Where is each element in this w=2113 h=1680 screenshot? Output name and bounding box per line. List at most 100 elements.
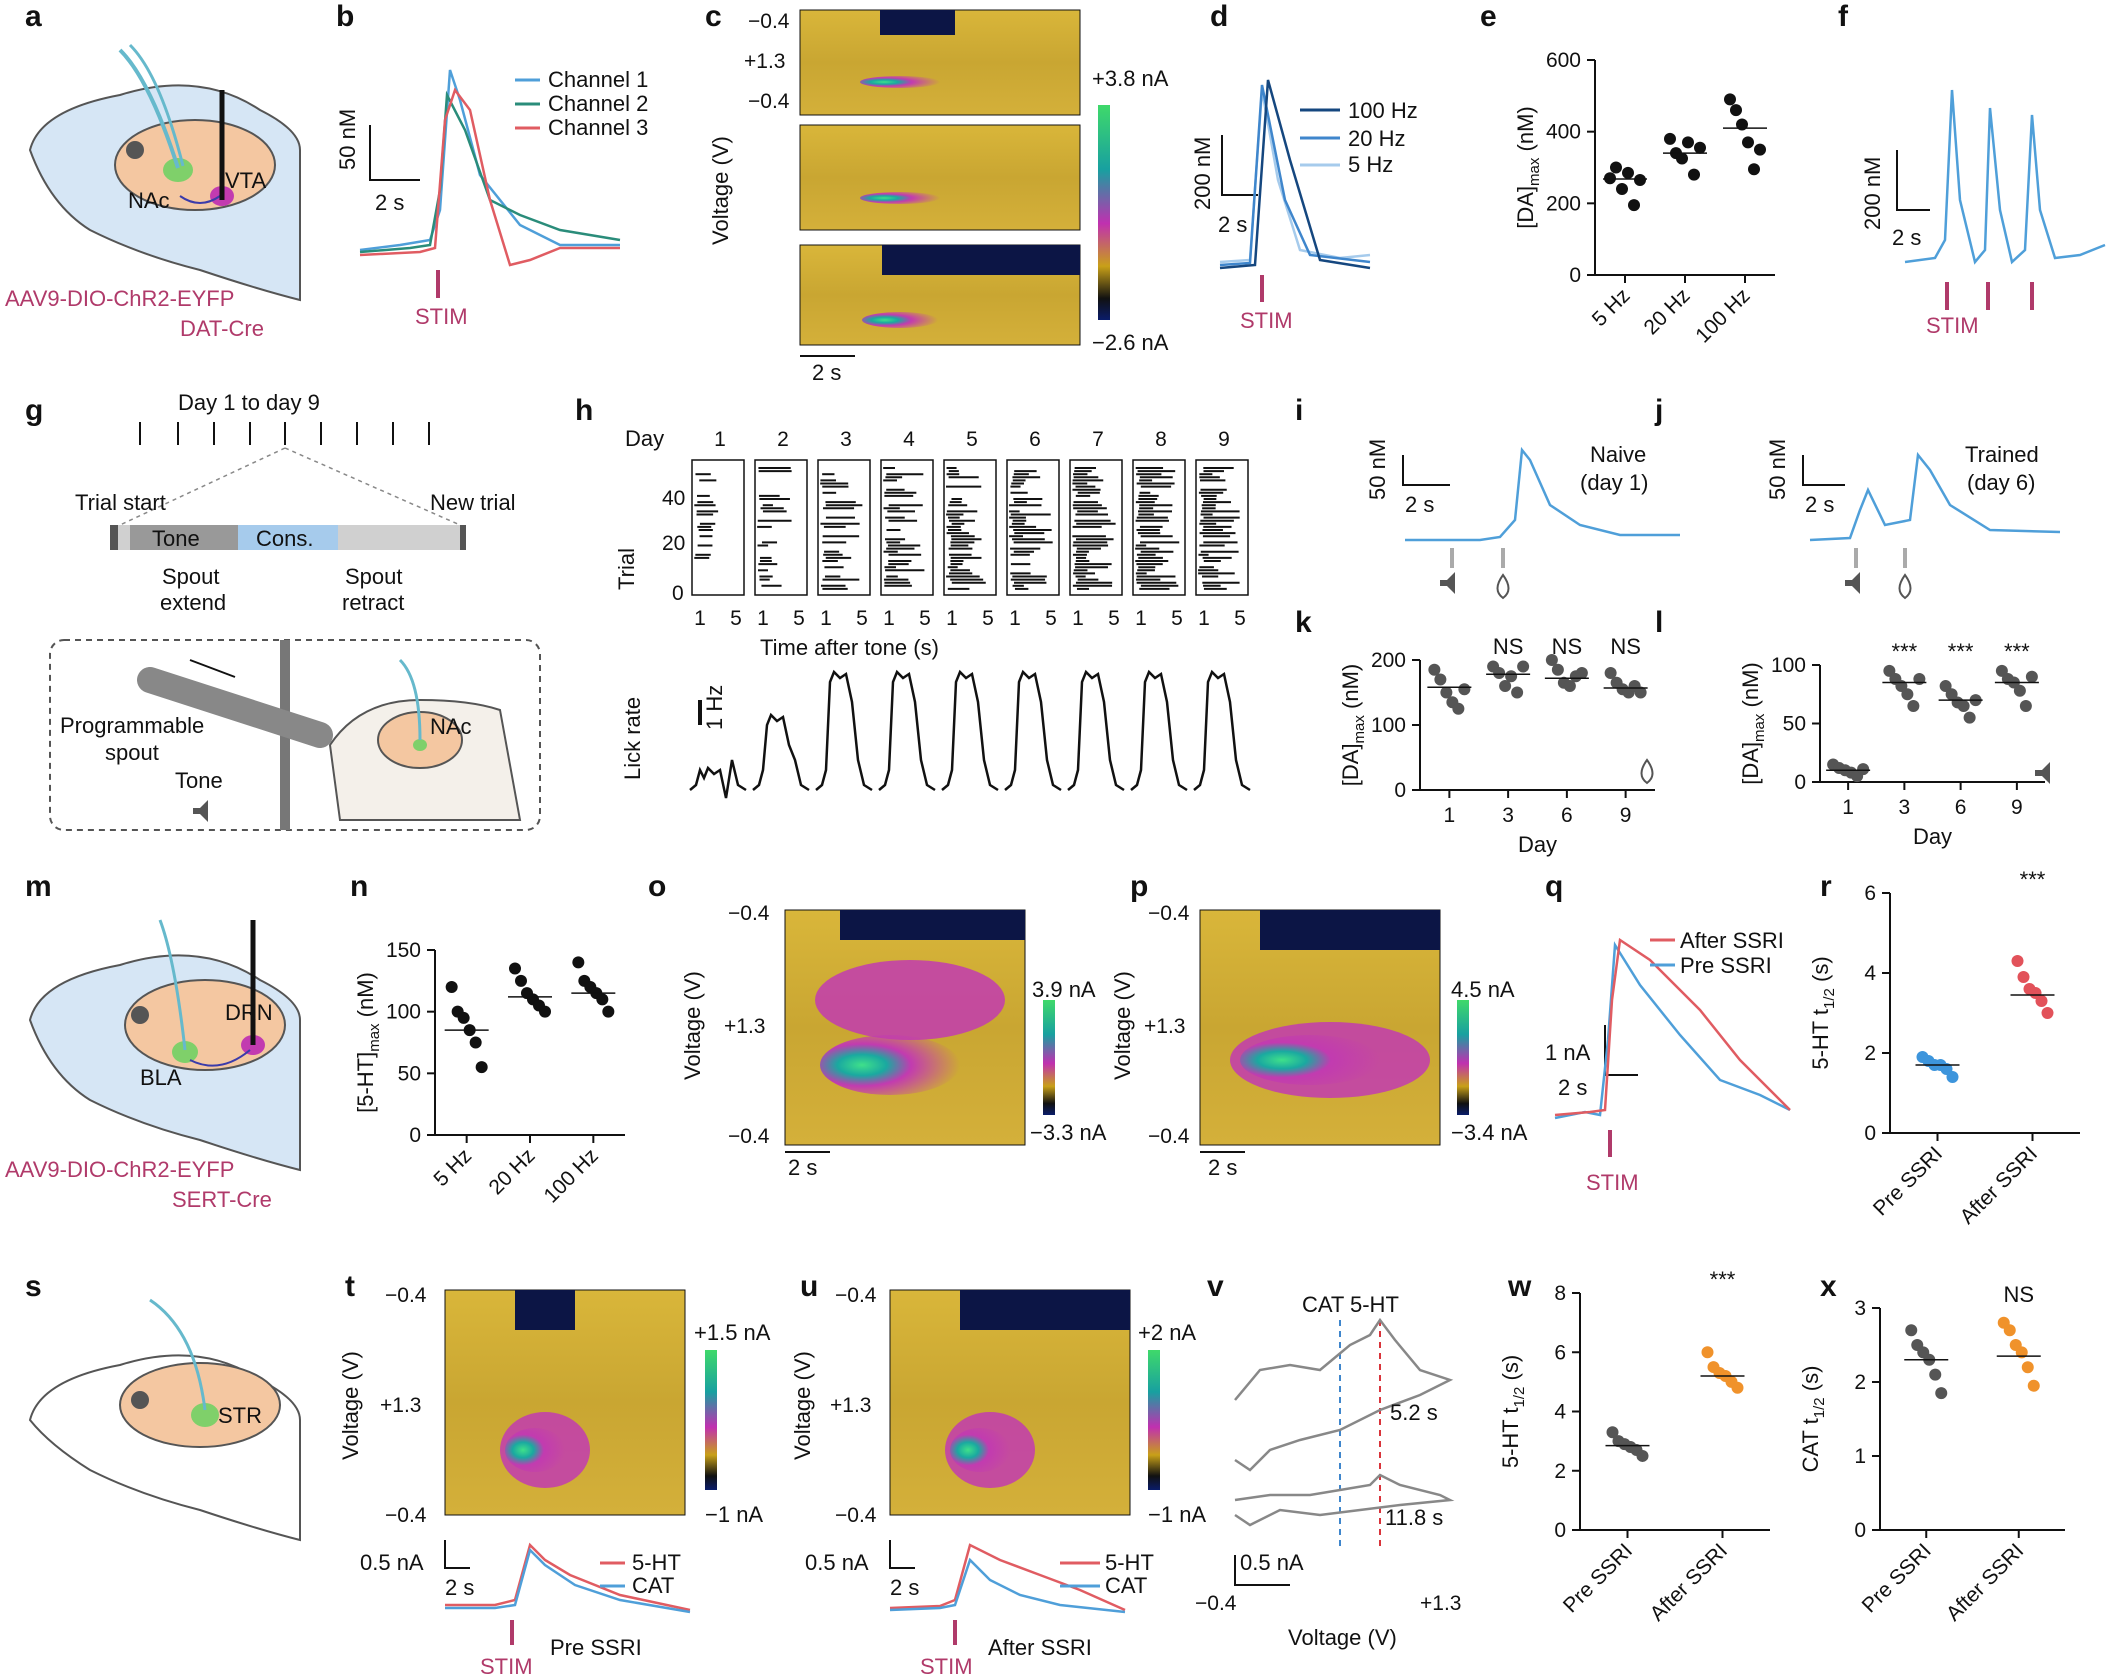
label-g: g bbox=[25, 394, 43, 427]
i-scale-y: 50 nM bbox=[1365, 439, 1390, 500]
k-data-point bbox=[1545, 654, 1558, 666]
r-data-point bbox=[2011, 955, 2024, 967]
x-ytick-label: 1 bbox=[1854, 1445, 1866, 1468]
nac-label: NAc bbox=[128, 188, 170, 213]
g-tone-block bbox=[130, 525, 238, 550]
k-ytick-label: 200 bbox=[1371, 649, 1406, 672]
e-data-point bbox=[1694, 141, 1706, 154]
w-xtick-label: After SSRI bbox=[1646, 1539, 1732, 1625]
u-stim-label: STIM bbox=[920, 1654, 973, 1679]
h-xtick-5: 5 bbox=[919, 607, 931, 630]
legend-channel-1: Channel 1 bbox=[548, 67, 648, 92]
l-xtick-label: 6 bbox=[1955, 796, 1967, 819]
l-data-point bbox=[2025, 670, 2038, 683]
t-legend-cat: CAT bbox=[632, 1573, 674, 1598]
label-a: a bbox=[25, 0, 42, 33]
e-data-point bbox=[1628, 199, 1640, 212]
k-data-point bbox=[1634, 686, 1647, 699]
heatmap-c-2 bbox=[799, 124, 1081, 231]
label-r: r bbox=[1820, 870, 1832, 903]
e-xtick-label: 20 Hz bbox=[1639, 284, 1694, 339]
label-v: v bbox=[1207, 1270, 1224, 1303]
p-ytick-mid: +1.3 bbox=[1144, 1015, 1185, 1038]
h-day-4: 4 bbox=[903, 428, 915, 451]
w-data-point bbox=[1731, 1381, 1744, 1394]
t-ylabel: Voltage (V) bbox=[338, 1351, 363, 1460]
bla-label: BLA bbox=[140, 1065, 182, 1090]
h-ytick-40: 40 bbox=[662, 487, 685, 510]
r-data-point bbox=[2041, 1007, 2054, 1019]
e-ylabel-sub: max bbox=[1526, 157, 1543, 186]
h-day-9: 9 bbox=[1218, 428, 1230, 451]
stim-label: STIM bbox=[415, 304, 468, 329]
e-data-point bbox=[1688, 168, 1700, 181]
k-data-point bbox=[1604, 667, 1617, 679]
p-ylabel: Voltage (V) bbox=[1110, 971, 1135, 1080]
x-ytick-label: 3 bbox=[1854, 1297, 1866, 1320]
h-xtick-1: 1 bbox=[1135, 607, 1147, 630]
k-data-point bbox=[1493, 667, 1506, 679]
r-xtick-label: Pre SSRI bbox=[1869, 1142, 1947, 1220]
panel-f: 200 nM 2 s STIM bbox=[1860, 89, 2106, 338]
k-data-point bbox=[1428, 663, 1441, 676]
g-programmable-1: Programmable bbox=[60, 713, 204, 738]
u-trace-cat bbox=[889, 1557, 1126, 1614]
h-raster-frame-6 bbox=[1006, 459, 1060, 596]
l-xtick-label: 9 bbox=[2011, 796, 2023, 819]
k-xtick-label: 9 bbox=[1620, 804, 1632, 827]
k-ylabel-unit: (nM) bbox=[1338, 664, 1363, 715]
n-data-point bbox=[469, 1036, 482, 1049]
c-ytick-top: −0.4 bbox=[748, 10, 790, 33]
panel-m-diagram: DRN BLA AAV9-DIO-ChR2-EYFP SERT-Cre bbox=[5, 919, 301, 1212]
u-ytick-mid: +1.3 bbox=[830, 1394, 871, 1417]
c-ytick-mid: +1.3 bbox=[744, 50, 785, 73]
h-day-5: 5 bbox=[966, 428, 978, 451]
x-ytick-label: 0 bbox=[1854, 1519, 1866, 1542]
n-ytick-label: 100 bbox=[386, 1001, 421, 1024]
nac-region bbox=[163, 158, 193, 182]
x-data-point bbox=[1929, 1368, 1942, 1381]
r-ylabel-sub: 1/2 bbox=[1821, 988, 1838, 1009]
panel-s-diagram: STR bbox=[28, 1298, 301, 1542]
e-xtick-label: 100 Hz bbox=[1691, 284, 1754, 347]
r-data-point bbox=[1946, 1071, 1959, 1083]
h-lick-trace-4 bbox=[878, 669, 936, 792]
l-data-point bbox=[2019, 699, 2032, 712]
c-ylabel: Voltage (V) bbox=[708, 136, 733, 245]
fiber-optic-2 bbox=[128, 43, 185, 167]
v-voltammogram-5-2s bbox=[1234, 1317, 1454, 1472]
panel-d: 200 nM 2 s STIM 100 Hz 20 Hz 5 Hz bbox=[1190, 79, 1418, 333]
n-xtick-label: 20 Hz bbox=[484, 1144, 539, 1199]
e-ylabel-unit: (nM) bbox=[1513, 106, 1538, 157]
h-raster-frame-7 bbox=[1069, 459, 1123, 596]
l-xtick-label: 3 bbox=[1899, 796, 1911, 819]
h-day-6: 6 bbox=[1029, 428, 1041, 451]
u-scale-x: 2 s bbox=[890, 1575, 919, 1600]
h-lick-trace-3 bbox=[815, 669, 873, 792]
k-data-point bbox=[1505, 670, 1518, 683]
j-scale-y: 50 nM bbox=[1765, 439, 1790, 500]
r-xtick-label: After SSRI bbox=[1956, 1142, 2042, 1228]
e-ytick-label: 0 bbox=[1569, 264, 1581, 287]
v-t1: 5.2 s bbox=[1390, 1400, 1438, 1425]
k-ylabel-sub: max bbox=[1351, 715, 1368, 744]
t-stim-label: STIM bbox=[480, 1654, 533, 1679]
k-ytick-label: 0 bbox=[1394, 779, 1406, 802]
heatmap-c-1 bbox=[799, 9, 1081, 116]
w-ylabel-sub: 1/2 bbox=[1511, 1387, 1528, 1408]
h-xtick-1: 1 bbox=[946, 607, 958, 630]
l-data-point bbox=[2013, 684, 2026, 697]
h-xtick-1: 1 bbox=[694, 607, 706, 630]
u-cmin: −1 nA bbox=[1148, 1502, 1206, 1527]
u-legend-5ht: 5-HT bbox=[1105, 1550, 1154, 1575]
d-stim-label: STIM bbox=[1240, 308, 1293, 333]
label-p: p bbox=[1130, 870, 1148, 903]
e-data-point bbox=[1610, 161, 1622, 174]
label-i: i bbox=[1295, 394, 1303, 427]
t-ytick-bot: −0.4 bbox=[385, 1504, 427, 1527]
u-legend-cat: CAT bbox=[1105, 1573, 1147, 1598]
r-ytick-label: 0 bbox=[1864, 1122, 1876, 1145]
n-ylabel: [5-HT]max (nM) bbox=[353, 972, 383, 1113]
l-ytick-label: 50 bbox=[1783, 713, 1806, 736]
